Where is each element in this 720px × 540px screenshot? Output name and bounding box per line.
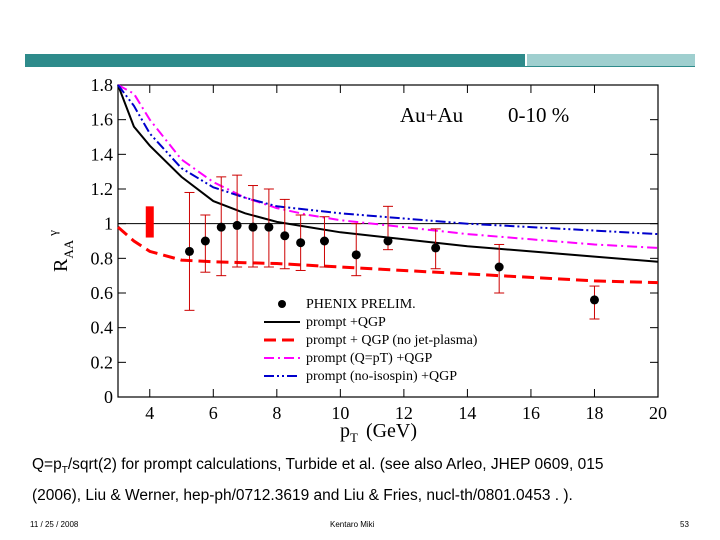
x-axis-label-sub: T: [350, 430, 358, 445]
raa-chart: 4 6 8 10 12 14 16 18 20 0 0.2 0.4 0.6 0.8 1 1.2 1.4 1.6 1.…: [45, 75, 668, 445]
y-tick-label-6: 1.2: [91, 179, 114, 199]
data-point-1: [200, 236, 210, 246]
y-tick-label-0: 0: [104, 387, 113, 407]
title-band-left: [25, 54, 525, 66]
x-tick-label-6: 6: [209, 403, 218, 423]
axis-ticks: 4 6 8 10 12 14 16 18 20 0 0.2 0.4 0.6 0.8 1 1.2 1.4 1.6 1.…: [91, 75, 668, 423]
data-point-9: [351, 250, 361, 260]
title-band-underline: [25, 66, 695, 67]
curve-3: [117, 84, 659, 236]
legend-label-no-jet-plasma: prompt + QGP (no jet-plasma): [306, 333, 478, 348]
y-axis-label-main: R: [50, 258, 72, 272]
data-point-8: [319, 236, 329, 246]
footer-page-number: 53: [680, 520, 689, 529]
y-axis-label-sub: AA: [61, 239, 76, 258]
y-tick-label-3: 0.6: [91, 283, 114, 303]
y-tick-label-1: 0.2: [91, 352, 114, 372]
x-tick-label-10: 10: [331, 403, 349, 423]
data-point-3: [232, 220, 242, 230]
caption-line1-rest: /sqrt(2) for prompt calculations, Turbid…: [67, 456, 604, 473]
footer-date: 11 / 25 / 2008: [30, 520, 79, 529]
curve-1: [117, 225, 659, 285]
x-tick-label-8: 8: [272, 403, 281, 423]
curve-2: [117, 84, 659, 249]
slide-caption: Q=pT/sqrt(2) for prompt calculations, Tu…: [32, 452, 714, 508]
footer-author: Kentaro Miki: [330, 520, 375, 529]
plot-frame: [117, 84, 659, 398]
title-band-right: [527, 54, 695, 66]
x-tick-label-16: 16: [522, 403, 540, 423]
y-tick-label-8: 1.6: [91, 110, 114, 130]
normalization-box: [145, 206, 154, 238]
y-tick-label-5: 1: [104, 214, 113, 234]
y-axis-label-sup: γ: [45, 230, 60, 237]
data-point-5: [264, 222, 274, 232]
x-axis-label: pT (GeV): [340, 420, 417, 445]
centrality-label: 0-10 %: [508, 103, 569, 127]
y-tick-label-2: 0.4: [91, 318, 114, 338]
y-tick-label-7: 1.4: [91, 144, 114, 164]
data-point-7: [296, 238, 306, 248]
x-tick-label-18: 18: [585, 403, 603, 423]
legend-marker-points: [278, 300, 286, 308]
y-tick-label-9: 1.8: [91, 75, 114, 95]
x-tick-label-14: 14: [458, 403, 476, 423]
data-point-2: [216, 222, 226, 232]
legend-label-points: PHENIX PRELIM.: [306, 297, 416, 312]
data-points: [184, 174, 600, 320]
data-point-11: [431, 243, 441, 253]
caption-line2: (2006), Liu & Werner, hep-ph/0712.3619 a…: [32, 487, 573, 505]
x-tick-label-12: 12: [395, 403, 413, 423]
data-point-0: [184, 246, 194, 256]
system-label: Au+Au: [400, 103, 464, 127]
data-point-12: [494, 262, 504, 272]
caption-q-sub: T: [61, 465, 68, 477]
curve-0: [117, 84, 659, 263]
caption-q-eq: Q=p: [32, 456, 62, 473]
data-point-4: [248, 222, 258, 232]
theory-curves: [117, 84, 659, 285]
x-tick-label-20: 20: [649, 403, 667, 423]
x-tick-label-4: 4: [145, 403, 154, 423]
legend: PHENIX PRELIM. prompt +QGP prompt + QGP …: [264, 297, 478, 384]
x-axis-label-unit: (GeV): [366, 420, 417, 442]
legend-label-prompt-qgp: prompt +QGP: [306, 315, 386, 330]
legend-label-q-pt: prompt (Q=pT) +QGP: [306, 351, 432, 366]
legend-label-no-isospin: prompt (no-isospin) +QGP: [306, 369, 457, 384]
y-axis-label: RAAγ: [45, 230, 76, 272]
data-point-6: [280, 231, 290, 241]
y-tick-label-4: 0.8: [91, 248, 114, 268]
x-axis-label-main: p: [340, 420, 350, 442]
data-point-10: [383, 236, 393, 246]
data-point-13: [589, 295, 599, 305]
